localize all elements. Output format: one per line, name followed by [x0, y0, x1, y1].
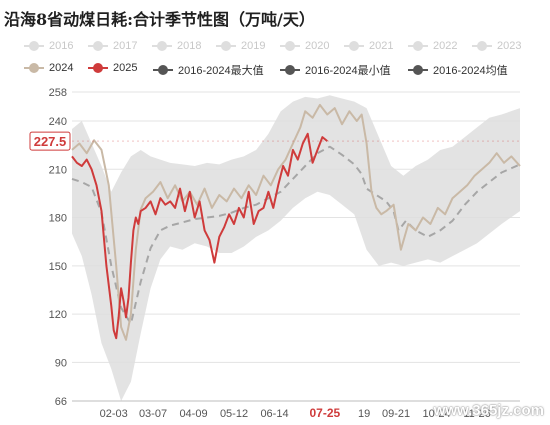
legend-item-2016[interactable]: 2016 — [24, 40, 73, 52]
legend-item-2022[interactable]: 2022 — [408, 40, 457, 52]
y-tick-label: 258 — [49, 87, 67, 99]
legend-item-2025[interactable]: 2025 — [88, 62, 137, 74]
legend-label: 2018 — [177, 40, 202, 52]
series-line-2025 — [71, 132, 328, 340]
legend-marker-icon — [408, 40, 428, 52]
x-tick-label: 06-14 — [260, 408, 288, 420]
last-value-label: 227.5 — [34, 134, 67, 149]
legend-label: 2016-2024均值 — [433, 65, 508, 77]
legend-label: 2016-2024最大值 — [178, 65, 264, 77]
x-tick-label: 19 — [358, 408, 370, 420]
legend-marker-icon — [153, 64, 173, 76]
y-tick-label: 66 — [55, 396, 67, 408]
x-tick-label: 05-12 — [220, 408, 248, 420]
x-tick-label: 04-09 — [179, 408, 207, 420]
chart-title: 沿海8省动煤日耗:合计季节性图（万吨/天） — [4, 10, 315, 29]
max-min-band — [72, 95, 520, 401]
x-tick-label: 02-03 — [100, 408, 128, 420]
legend-label: 2019 — [241, 40, 266, 52]
x-tick-label: 07-25 — [309, 406, 340, 420]
x-tick-label: 03-07 — [139, 408, 167, 420]
legend-item-2018[interactable]: 2018 — [152, 40, 201, 52]
legend-item-2017[interactable]: 2017 — [88, 40, 137, 52]
y-tick-label: 210 — [49, 164, 67, 176]
legend-marker-icon — [344, 40, 364, 52]
legend-marker-icon — [408, 64, 428, 76]
legend-label: 2024 — [49, 62, 74, 74]
legend-row-stats: 2024 2025 2016-2024最大值 2016-2024最小值 2016-202… — [0, 62, 550, 80]
legend-marker-icon — [280, 64, 300, 76]
x-tick-label: 10-24 — [422, 408, 450, 420]
y-tick-label: 240 — [49, 116, 67, 128]
legend-marker-icon — [24, 40, 44, 52]
legend-item-2016-2024均值[interactable]: 2016-2024均值 — [408, 62, 508, 78]
legend-marker-icon — [216, 40, 236, 52]
legend-item-2023[interactable]: 2023 — [472, 40, 521, 52]
legend-row-years: 2016 2017 2018 2019 2020 2021 2022 2023 — [0, 40, 550, 58]
series-line-2016-2024均值 — [71, 145, 521, 325]
legend-item-2019[interactable]: 2019 — [216, 40, 265, 52]
legend-item-2021[interactable]: 2021 — [344, 40, 393, 52]
legend-marker-icon — [152, 40, 172, 52]
legend-item-2020[interactable]: 2020 — [280, 40, 329, 52]
legend-marker-icon — [88, 62, 108, 74]
y-tick-label: 120 — [49, 309, 67, 321]
last-value-badge — [29, 131, 71, 151]
legend-item-2016-2024最小值[interactable]: 2016-2024最小值 — [280, 62, 391, 78]
y-tick-label: 180 — [49, 213, 67, 225]
legend-label: 2016 — [49, 40, 74, 52]
y-tick-label: 150 — [49, 261, 67, 273]
legend-label: 2021 — [369, 40, 394, 52]
y-tick-label: 90 — [55, 357, 67, 369]
legend-label: 2017 — [113, 40, 138, 52]
legend-marker-icon — [24, 62, 44, 74]
legend-label: 2016-2024最小值 — [305, 65, 391, 77]
legend-marker-icon — [472, 40, 492, 52]
watermark: www.365jz.com — [433, 402, 544, 419]
legend-item-2016-2024最大值[interactable]: 2016-2024最大值 — [153, 62, 264, 78]
x-tick-label: 11-26 — [463, 408, 490, 420]
legend-label: 2022 — [433, 40, 458, 52]
x-tick-label: 09-21 — [382, 408, 410, 420]
legend-marker-icon — [280, 40, 300, 52]
legend-item-2024[interactable]: 2024 — [24, 62, 73, 74]
legend-marker-icon — [88, 40, 108, 52]
legend-label: 2020 — [305, 40, 330, 52]
legend-label: 2023 — [497, 40, 522, 52]
legend-label: 2025 — [113, 62, 138, 74]
